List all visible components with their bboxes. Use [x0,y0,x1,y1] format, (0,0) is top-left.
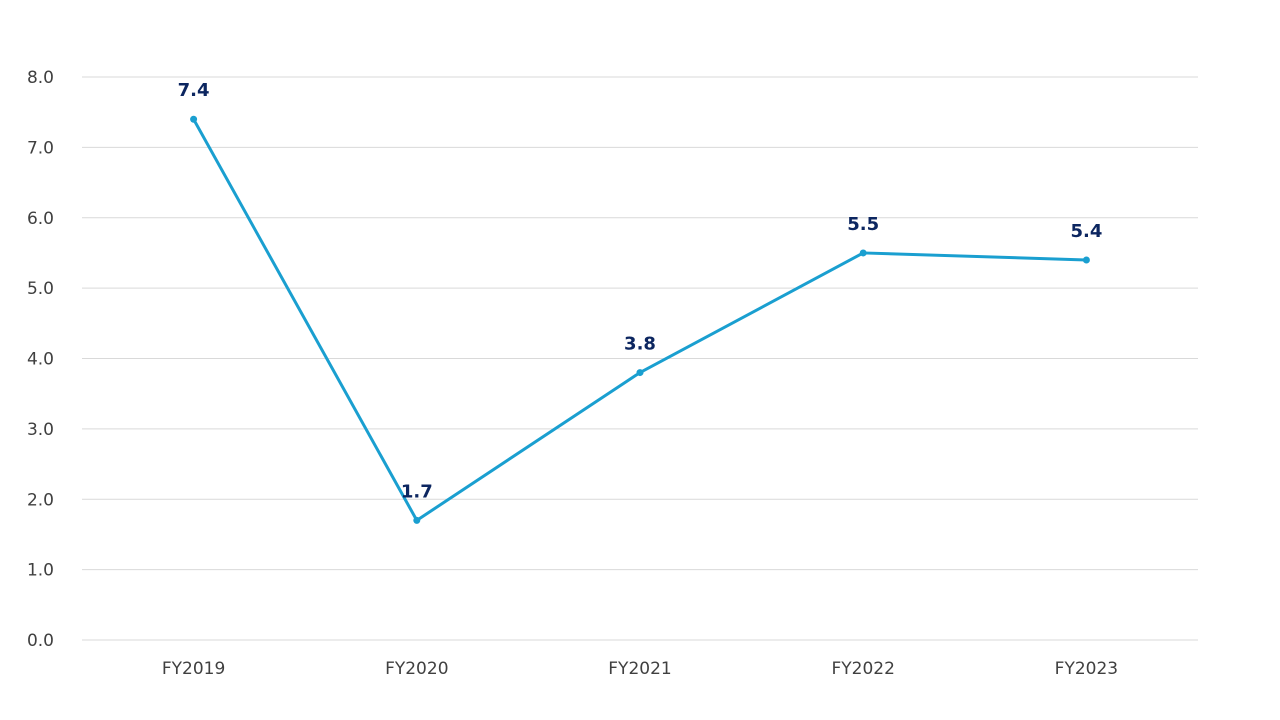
data-label: 5.5 [847,214,879,235]
y-tick-label: 6.0 [27,209,54,229]
series-line [192,117,1088,522]
data-point [636,369,644,377]
y-tick-label: 1.0 [27,561,54,581]
data-label: 5.4 [1070,221,1102,242]
data-point [413,516,421,524]
data-point [190,115,198,123]
y-tick-label: 4.0 [27,350,54,370]
data-point [859,249,867,257]
x-tick-label: FY2021 [608,659,671,679]
y-tick-label: 5.0 [27,279,54,299]
data-labels: 7.4 1.7 3.8 5.5 5.4 [178,80,1103,502]
y-tick-label: 3.0 [27,420,54,440]
y-axis-ticks: 0.0 1.0 2.0 3.0 4.0 5.0 6.0 7.0 8.0 [27,68,54,651]
x-tick-label: FY2022 [831,659,894,679]
y-tick-label: 2.0 [27,490,54,510]
data-label: 3.8 [624,334,656,355]
x-tick-label: FY2019 [162,659,225,679]
x-tick-label: FY2023 [1055,659,1118,679]
y-tick-label: 8.0 [27,68,54,88]
data-point [1082,256,1090,264]
y-tick-label: 0.0 [27,631,54,651]
x-axis-ticks: FY2019 FY2020 FY2021 FY2022 FY2023 [162,659,1118,679]
x-tick-label: FY2020 [385,659,448,679]
gridlines [82,76,1198,641]
y-tick-label: 7.0 [27,138,54,158]
data-label: 7.4 [178,80,210,101]
data-label: 1.7 [401,481,433,502]
series-layer [190,115,1090,524]
